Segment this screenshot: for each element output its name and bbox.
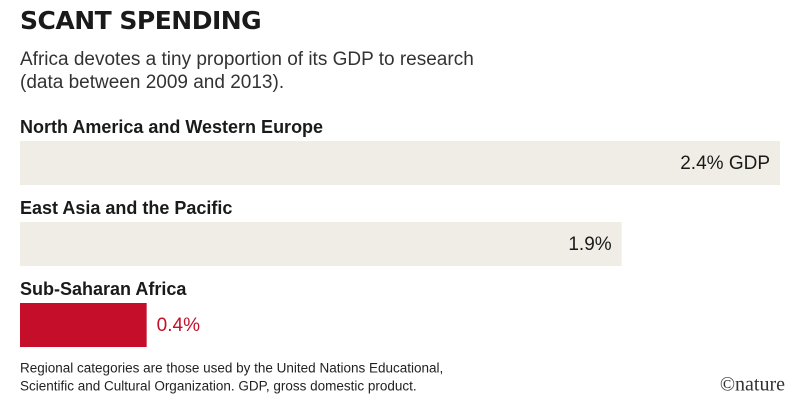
value-label: 1.9%: [568, 234, 611, 255]
subtitle-line: Africa devotes a tiny proportion of its …: [20, 49, 474, 70]
bar: [20, 222, 622, 266]
subtitle-line: (data between 2009 and 2013).: [20, 72, 284, 93]
bar: [20, 303, 147, 347]
footnote-line: Scientific and Cultural Organization. GD…: [20, 379, 417, 394]
bar: [20, 141, 780, 185]
value-label: 0.4%: [157, 315, 200, 336]
footnote-line: Regional categories are those used by th…: [20, 361, 443, 376]
chart-title: SCANT SPENDING: [20, 6, 261, 35]
value-label: 2.4% GDP: [680, 153, 770, 174]
credit: ©nature: [720, 374, 785, 396]
category-label: East Asia and the Pacific: [20, 198, 232, 218]
category-label: North America and Western Europe: [20, 117, 323, 137]
category-label: Sub-Saharan Africa: [20, 279, 187, 299]
